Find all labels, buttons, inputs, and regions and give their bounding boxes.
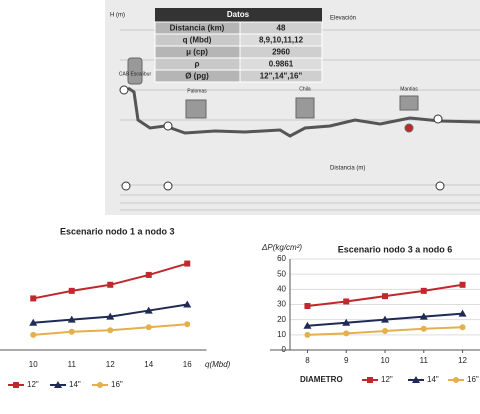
- point: [107, 327, 114, 334]
- point: [30, 295, 37, 302]
- table-row: [239, 69, 323, 83]
- elev-label: Elevación: [330, 16, 356, 22]
- legend-marker: [412, 376, 420, 383]
- table-cell: ρ: [195, 60, 200, 69]
- table-header: [155, 8, 322, 22]
- y-tick-label: 60: [277, 254, 286, 263]
- legend-marker: [97, 382, 103, 388]
- chart-title: Escenario nodo 3 a nodo 6: [338, 244, 453, 254]
- point: [304, 331, 311, 338]
- point: [144, 306, 153, 314]
- point: [145, 324, 152, 331]
- point: [30, 331, 37, 338]
- legend-marker: [13, 382, 19, 388]
- point: [420, 287, 427, 294]
- series-line: [33, 262, 188, 300]
- point: [459, 324, 466, 331]
- y-tick-label: 30: [277, 300, 286, 309]
- table-cell: 12",14",16": [260, 72, 303, 81]
- point: [343, 330, 350, 337]
- legend-label: 14": [427, 375, 439, 384]
- point: [459, 281, 466, 288]
- origin-label: CAB Escalibur: [119, 71, 152, 77]
- x-label: Distancia (m): [330, 166, 365, 172]
- y-axis-label: ΔP(kg/cm²): [261, 243, 302, 252]
- x-tick-label: 12: [458, 356, 467, 365]
- point: [303, 321, 312, 329]
- y-tick-label: 10: [277, 330, 286, 339]
- x-tick-label: 9: [344, 356, 349, 365]
- legend-marker: [367, 377, 373, 383]
- elevation-profile: [127, 86, 480, 138]
- table-cell: μ (cp): [186, 48, 208, 57]
- table-cell: Ø (pg): [185, 72, 209, 81]
- y-tick-label: 20: [277, 315, 286, 324]
- x-axis-label: q(Mbd): [205, 360, 231, 369]
- table-cell: Distancia (km): [170, 24, 225, 33]
- table-cell: 2960: [272, 48, 290, 57]
- legend-label: 16": [467, 375, 479, 384]
- station-label: Mantias: [400, 86, 418, 92]
- table-title: Datos: [227, 10, 250, 19]
- point: [382, 328, 388, 335]
- y-tick-label: 50: [277, 269, 286, 278]
- x-tick-label: 10: [381, 356, 390, 365]
- legend-label: 14": [69, 380, 81, 389]
- point: [458, 309, 467, 317]
- legend-title: DIAMETRO: [300, 375, 343, 384]
- point: [382, 293, 388, 300]
- point: [67, 315, 76, 323]
- data-table: Datos Distancia (km) 48 q (Mbd) 8,9,10,11,1…: [154, 8, 323, 83]
- point: [304, 303, 311, 310]
- point: [107, 281, 114, 288]
- station-label: Palomas: [187, 88, 207, 94]
- legend-label: 12": [27, 380, 39, 389]
- legend-label: 16": [111, 380, 123, 389]
- point: [419, 312, 428, 320]
- point: [29, 318, 38, 326]
- point: [106, 312, 115, 320]
- legend-label: 12": [381, 375, 393, 384]
- point: [342, 318, 351, 326]
- x-tick-label: 8: [305, 356, 310, 365]
- point: [420, 325, 427, 332]
- chart-title: Escenario nodo 1 a nodo 3: [60, 226, 175, 236]
- table-cell: 8,9,10,11,12: [259, 36, 304, 45]
- station-label: Chila: [299, 86, 311, 92]
- point: [183, 300, 192, 308]
- point: [381, 315, 389, 323]
- h-label: H (m): [110, 13, 125, 19]
- y-tick-label: 40: [277, 284, 286, 293]
- x-tick-label: 16: [183, 360, 192, 369]
- point: [145, 271, 152, 278]
- table-cell: 0.9861: [269, 60, 294, 69]
- node-markers: [119, 85, 445, 191]
- point: [184, 260, 191, 267]
- legend-marker: [453, 377, 459, 383]
- x-tick-label: 11: [68, 360, 77, 369]
- x-tick-label: 10: [29, 360, 38, 369]
- x-tick-label: 11: [420, 356, 429, 365]
- point: [68, 328, 75, 335]
- point: [184, 321, 191, 328]
- table-cell: q (Mbd): [183, 36, 212, 45]
- x-tick-label: 12: [106, 360, 115, 369]
- legend-marker: [54, 381, 62, 388]
- x-tick-label: 14: [144, 360, 153, 369]
- point: [343, 298, 350, 305]
- table-cell: 48: [277, 24, 286, 33]
- station-icons: [127, 57, 419, 133]
- point: [68, 287, 75, 294]
